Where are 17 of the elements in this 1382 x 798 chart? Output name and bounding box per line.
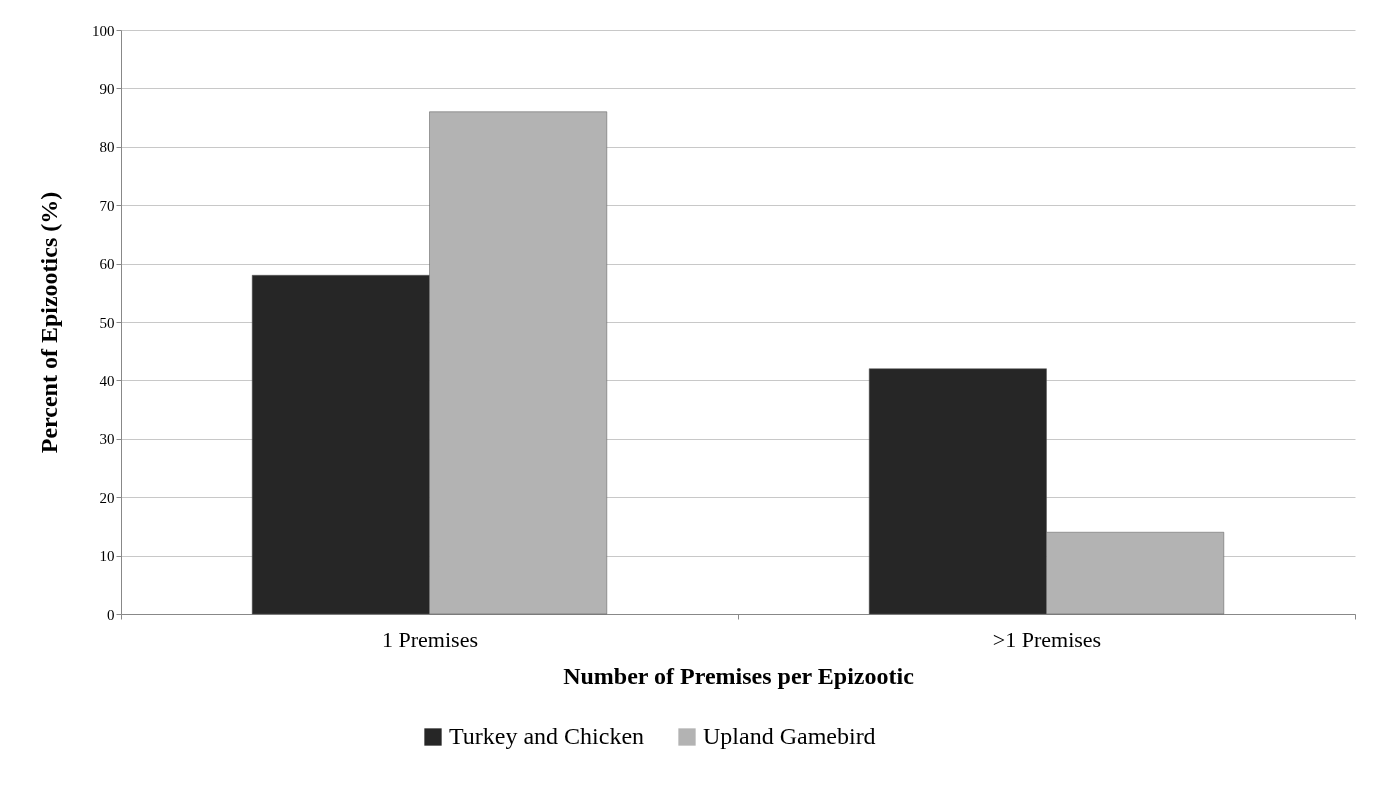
y-tick-label: 100 [92, 22, 115, 39]
y-tick-label: 60 [99, 256, 115, 273]
y-tick-label: 30 [99, 431, 115, 448]
x-tick-label: >1 Premises [992, 626, 1102, 652]
y-tick-label: 10 [99, 548, 115, 565]
y-tick-label: 80 [99, 139, 115, 156]
y-axis-title: Percent of Epizootics (%) [36, 191, 62, 454]
x-tick-label: 1 Premises [382, 626, 478, 652]
legend-label: Turkey and Chicken [449, 723, 645, 749]
y-tick-label: 50 [99, 314, 115, 331]
y-tick-label: 40 [99, 372, 115, 389]
y-tick-label: 70 [99, 197, 115, 214]
y-tick-label: 20 [99, 489, 115, 506]
y-tick-label: 0 [107, 606, 115, 623]
legend-label: Upland Gamebird [703, 723, 876, 749]
x-axis-title: Number of Premises per Epizootic [563, 662, 915, 689]
y-tick-label: 90 [99, 80, 115, 97]
